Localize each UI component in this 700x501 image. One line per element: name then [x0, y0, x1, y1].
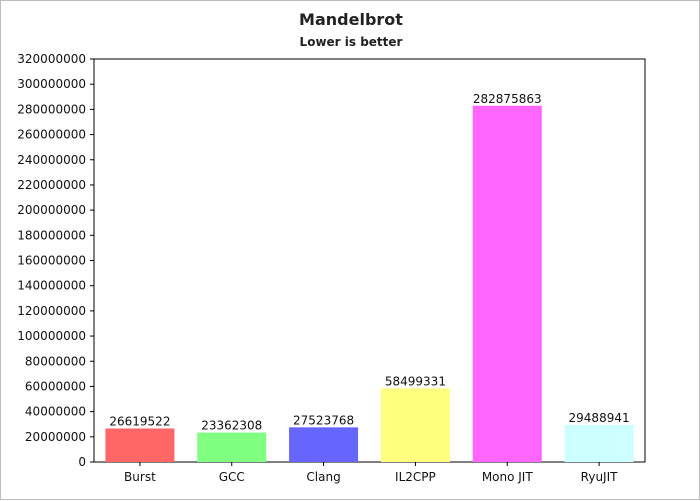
y-tick-label: 60000000 [25, 379, 86, 393]
y-tick-label: 200000000 [17, 203, 86, 217]
x-category-label: Mono JIT [482, 470, 534, 484]
data-label: 58499331 [385, 374, 446, 388]
y-tick-label: 160000000 [17, 254, 86, 268]
bar [564, 424, 634, 462]
data-label: 29488941 [569, 411, 630, 425]
bar [472, 105, 542, 463]
y-tick-label: 0 [78, 455, 86, 469]
y-tick-label: 280000000 [17, 102, 86, 116]
y-tick-label: 320000000 [17, 52, 86, 66]
y-tick-label: 260000000 [17, 128, 86, 142]
bar [197, 432, 267, 462]
chart-subtitle: Lower is better [300, 35, 403, 49]
bar [289, 427, 359, 462]
y-tick-label: 40000000 [25, 405, 86, 419]
data-label: 26619522 [109, 414, 170, 428]
x-category-label: Clang [306, 470, 340, 484]
y-tick-label: 120000000 [17, 304, 86, 318]
y-tick-label: 100000000 [17, 329, 86, 343]
y-tick-label: 80000000 [25, 354, 86, 368]
x-category-label: RyuJIT [581, 470, 618, 484]
y-tick-label: 180000000 [17, 228, 86, 242]
bar [380, 388, 450, 462]
y-tick-label: 220000000 [17, 178, 86, 192]
y-tick-label: 140000000 [17, 279, 86, 293]
y-tick-label: 300000000 [17, 77, 86, 91]
y-axis-ticks: 0 20000000 40000000 60000000 80000000 1000000… [17, 52, 94, 469]
data-label: 23362308 [201, 419, 262, 433]
x-category-label: Burst [124, 470, 156, 484]
x-category-label: GCC [219, 470, 245, 484]
chart-title: Mandelbrot [299, 10, 403, 29]
data-label: 282875863 [473, 92, 542, 106]
plot-area [93, 58, 646, 463]
y-tick-label: 240000000 [17, 153, 86, 167]
x-category-label: IL2CPP [395, 470, 436, 484]
bar [105, 428, 175, 462]
data-label: 27523768 [293, 413, 354, 427]
y-tick-label: 20000000 [25, 430, 86, 444]
bars-group: 26619522 Burst 23362308 GCC 27523768 Clang 584… [105, 92, 634, 484]
